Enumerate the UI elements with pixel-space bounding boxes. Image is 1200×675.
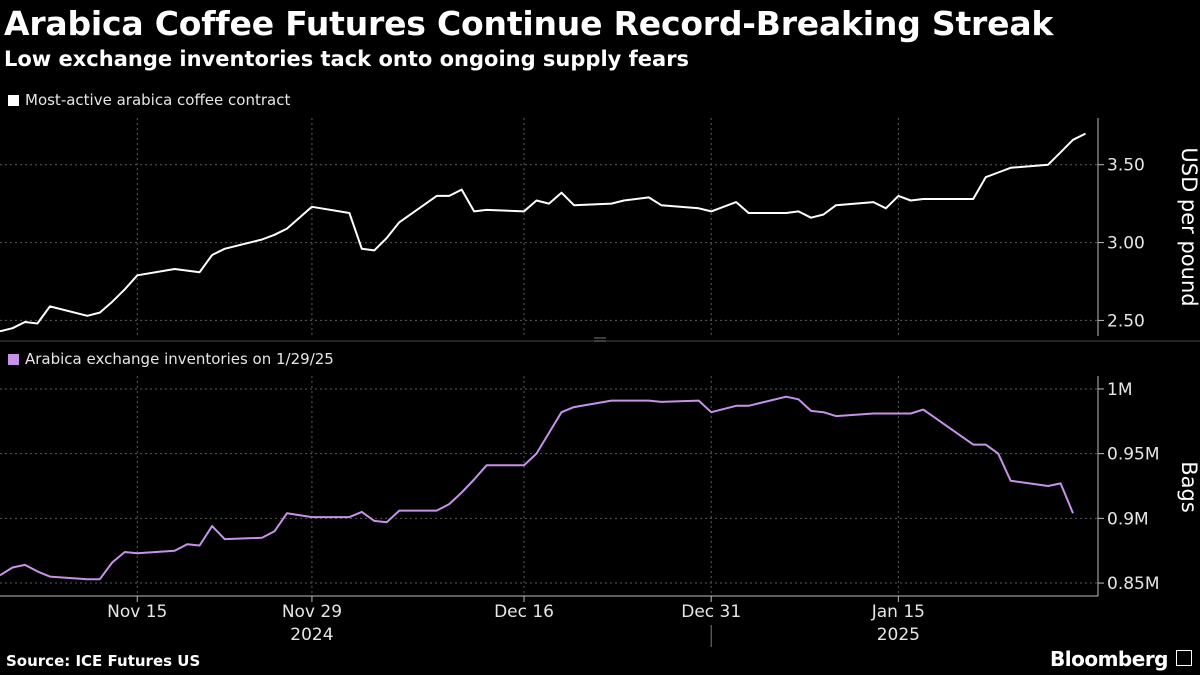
bloomberg-icon: [1176, 650, 1192, 666]
inventory-ytick-label-1: 0.9M: [1107, 509, 1149, 529]
legend-inventory-swatch: [8, 353, 19, 365]
legend-price: Most-active arabica coffee contract: [8, 91, 290, 109]
price-series-line: [0, 132, 1086, 333]
x-tick-label-4: Jan 15: [871, 602, 925, 622]
brand-logo: Bloomberg: [1050, 647, 1168, 671]
inventory-unit-label: Bags: [1177, 461, 1200, 513]
x-tick-label-2: Dec 16: [494, 602, 554, 622]
chart-title: Arabica Coffee Futures Continue Record-B…: [4, 4, 1054, 43]
chart-subtitle: Low exchange inventories tack onto ongoi…: [4, 47, 690, 71]
price-ytick-label-2: 3.50: [1107, 156, 1145, 176]
legend-inventory-label: Arabica exchange inventories on 1/29/25: [25, 350, 334, 368]
legend-price-swatch: [8, 94, 19, 106]
source-note: Source: ICE Futures US: [6, 652, 201, 670]
price-unit-label: USD per pound: [1177, 147, 1200, 306]
inventory-ytick-label-3: 1M: [1107, 380, 1132, 400]
x-year-label-1: 2025: [877, 625, 920, 645]
x-tick-label-3: Dec 31: [681, 602, 741, 622]
x-year-label-0: 2024: [290, 625, 333, 645]
inventory-ytick-label-2: 0.95M: [1107, 445, 1160, 465]
legend-price-label: Most-active arabica coffee contract: [25, 91, 291, 109]
inventory-series-line: [0, 395, 1074, 581]
legend-inventory: Arabica exchange inventories on 1/29/25: [8, 350, 334, 368]
x-tick-label-0: Nov 15: [107, 602, 167, 622]
x-tick-label-1: Nov 29: [282, 602, 342, 622]
inventory-ytick-label-0: 0.85M: [1107, 574, 1160, 594]
price-ytick-label-1: 3.00: [1107, 234, 1145, 254]
price-ytick-label-0: 2.50: [1107, 311, 1145, 331]
